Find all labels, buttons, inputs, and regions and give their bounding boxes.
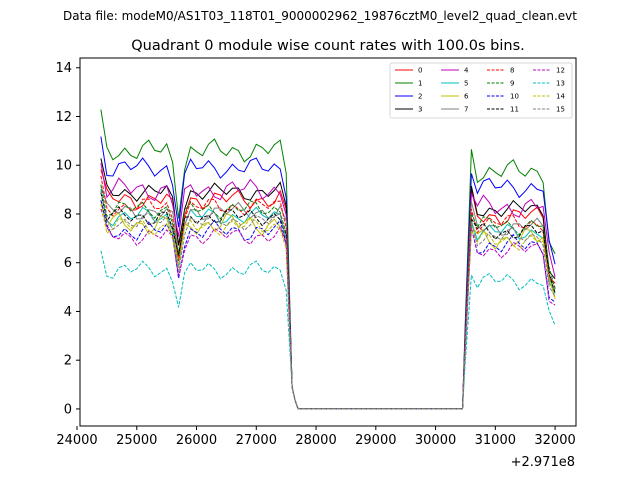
- y-tick-label: 8: [64, 207, 72, 222]
- x-tick-label: 30000: [415, 433, 456, 448]
- y-tick-label: 6: [64, 256, 72, 271]
- legend-label-1: 1: [418, 80, 422, 88]
- plot-area: 24000 25000 26000 27000 28000 29000 30000 31000…: [55, 57, 577, 470]
- legend-label-14: 14: [556, 93, 565, 101]
- x-axis: 24000 25000 26000 27000 28000 29000 30000 31000…: [56, 426, 576, 448]
- legend-label-3: 3: [418, 106, 422, 114]
- series-line-6: [100, 199, 556, 410]
- y-axis: 0 2 4 6 8 10 12 14: [55, 61, 80, 417]
- x-tick-label: 32000: [534, 433, 575, 448]
- series-line-1: [100, 109, 556, 410]
- x-tick-label: 29000: [355, 433, 396, 448]
- legend-label-11: 11: [510, 106, 519, 114]
- series-line-13: [100, 250, 556, 410]
- series-line-9: [100, 184, 556, 410]
- series-line-15: [100, 190, 556, 410]
- x-tick-label: 28000: [295, 433, 336, 448]
- x-tick-label: 26000: [176, 433, 217, 448]
- legend-label-2: 2: [418, 93, 422, 101]
- legend-label-13: 13: [556, 80, 565, 88]
- legend-label-8: 8: [510, 67, 514, 75]
- x-tick-label: 24000: [56, 433, 97, 448]
- y-tick-label: 0: [64, 402, 72, 417]
- legend-label-6: 6: [464, 93, 469, 101]
- legend-label-12: 12: [556, 67, 565, 75]
- legend-label-5: 5: [464, 80, 468, 88]
- legend-label-0: 0: [418, 67, 422, 75]
- y-tick-label: 10: [55, 159, 72, 174]
- chart-title: Quadrant 0 module wise count rates with …: [131, 38, 525, 54]
- y-tick-label: 2: [64, 354, 72, 369]
- series-layer: [100, 109, 556, 410]
- series-line-14: [100, 203, 556, 410]
- series-line-12: [100, 208, 556, 410]
- legend-label-10: 10: [510, 93, 519, 101]
- legend-frame: [389, 62, 573, 119]
- legend-label-9: 9: [510, 80, 514, 88]
- series-line-10: [100, 200, 556, 410]
- legend-label-15: 15: [556, 106, 565, 114]
- legend-label-7: 7: [464, 106, 468, 114]
- y-tick-label: 14: [55, 61, 72, 76]
- x-tick-label: 27000: [236, 433, 277, 448]
- series-line-0: [100, 169, 556, 410]
- x-tick-label: 25000: [116, 433, 157, 448]
- suptitle: Data file: modeM0/AS1T03_118T01_90000029…: [63, 9, 577, 23]
- y-tick-label: 4: [64, 305, 72, 320]
- series-line-4: [100, 163, 556, 410]
- legend-label-4: 4: [464, 67, 469, 75]
- axes-frame: [79, 57, 577, 427]
- x-offset-label: +2.971e8: [511, 455, 575, 470]
- x-tick-label: 31000: [475, 433, 516, 448]
- y-tick-label: 12: [55, 110, 72, 125]
